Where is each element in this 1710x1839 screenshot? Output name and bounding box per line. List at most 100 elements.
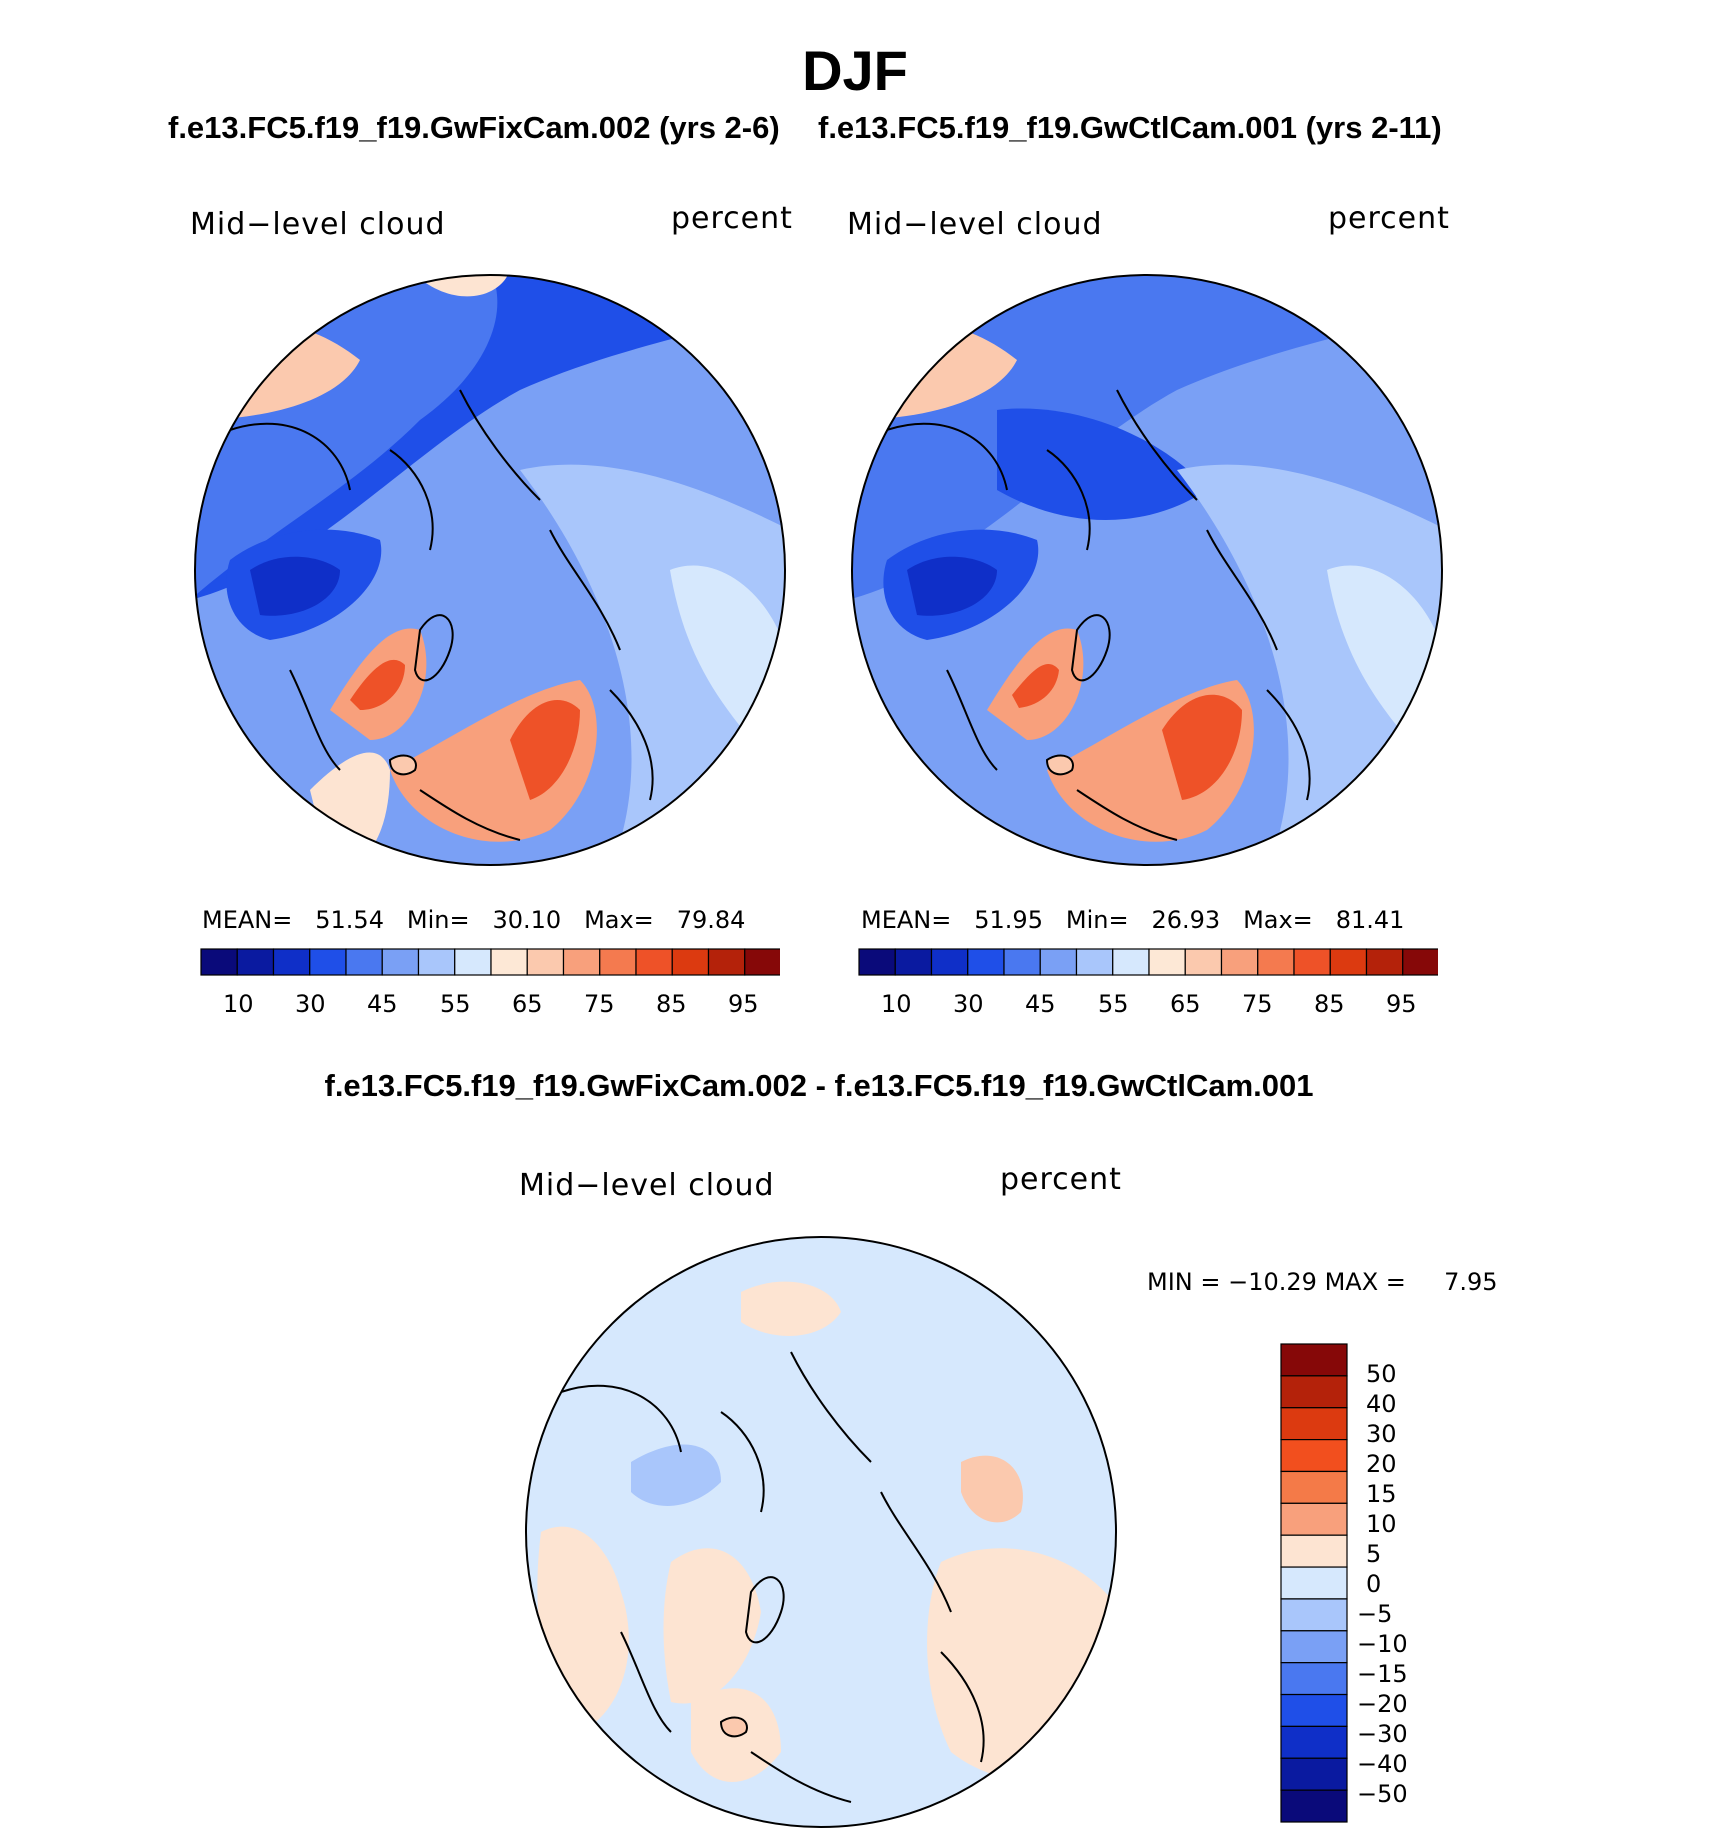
- panel-1-units-label: percent: [671, 201, 793, 236]
- colorbar-tick-label: 15: [1366, 1480, 1397, 1508]
- colorbar-tick-label: 55: [1098, 990, 1129, 1018]
- coastline-outlines: [886, 389, 1311, 841]
- colorbar-swatch: [526, 948, 565, 976]
- colorbar-tick-label: 95: [1386, 990, 1417, 1018]
- colorbar-swatch: [671, 948, 710, 976]
- colorbar-swatch: [236, 948, 275, 976]
- colorbar-tick-label: 0: [1366, 1570, 1382, 1598]
- bering-pale-orange-region: [741, 1281, 841, 1336]
- colorbar-swatch: [1280, 1438, 1348, 1473]
- colorbar-swatch: [309, 948, 347, 976]
- colorbar-swatch: [1003, 948, 1041, 976]
- difference-variable-label: Mid−level cloud: [519, 1168, 775, 1203]
- colorbar-tick-label: −40: [1357, 1750, 1408, 1778]
- coastline-outlines: [229, 389, 654, 841]
- panel-2-max-label: Max=: [1243, 906, 1313, 934]
- colorbar-tick-label: 30: [953, 990, 984, 1018]
- colorbar-tick-label: 85: [1314, 990, 1345, 1018]
- map-boundary-circle: [194, 274, 786, 866]
- difference-max-label: MAX =: [1324, 1268, 1406, 1296]
- colorbar-swatch: [1112, 948, 1150, 976]
- colorbar-swatch: [454, 948, 492, 976]
- colorbar-tick-label: 45: [367, 990, 398, 1018]
- colorbar-swatch: [1280, 1789, 1348, 1823]
- colorbar-swatch: [1280, 1693, 1348, 1727]
- colorbar-tick-label: 75: [1242, 990, 1273, 1018]
- difference-polar-map: [525, 1236, 1117, 1828]
- panel-2-polar-map: [851, 274, 1443, 866]
- greenland-coastline: [413, 614, 454, 682]
- greenland-coastline: [1070, 614, 1111, 682]
- colorbar-tick-label: 65: [1170, 990, 1201, 1018]
- iceland-outline: [719, 1716, 748, 1738]
- difference-max-value: 7.95: [1444, 1268, 1498, 1296]
- panel-1-mean-label: MEAN=: [202, 906, 293, 934]
- greenland-red-core: [1012, 664, 1059, 708]
- colorbar-tick-label: 30: [295, 990, 326, 1018]
- colorbar-swatch: [490, 948, 528, 976]
- colorbar-swatch: [1280, 1757, 1348, 1791]
- colorbar-swatch: [1329, 948, 1368, 976]
- panel-1-mean-value: 51.54: [315, 906, 384, 934]
- colorbar-swatch: [967, 948, 1005, 976]
- colorbar-swatch: [1402, 948, 1438, 976]
- panel-2-min-label: Min=: [1065, 906, 1129, 934]
- map-boundary-circle: [851, 274, 1443, 866]
- scandinavia-red-core: [510, 700, 580, 800]
- hudson-deep-blue-core: [907, 556, 997, 616]
- colorbar-tick-label: 65: [512, 990, 543, 1018]
- colorbar-swatch: [1184, 948, 1223, 976]
- colorbar-swatch: [417, 948, 456, 976]
- colorbar-swatch: [1280, 1407, 1348, 1441]
- siberia-light-orange-spot: [961, 1455, 1023, 1523]
- colorbar-tick-label: 5: [1366, 1540, 1382, 1568]
- panel-2-stats: MEAN= 51.95 Min= 26.93 Max= 81.41: [861, 906, 1404, 934]
- colorbar-swatch: [1280, 1598, 1348, 1632]
- canadian-archipelago-light-blue-region: [631, 1444, 721, 1506]
- colorbar-tick-label: 55: [440, 990, 471, 1018]
- difference-min-label: MIN =: [1147, 1268, 1221, 1296]
- colorbar-swatch: [272, 948, 311, 976]
- greenland-coastline: [744, 1576, 785, 1644]
- difference-title: f.e13.FC5.f19_f19.GwFixCam.002 - f.e13.F…: [324, 1068, 1314, 1103]
- difference-colorbar: [1280, 1343, 1348, 1823]
- colorbar-tick-label: 10: [223, 990, 254, 1018]
- colorbar-swatch: [1220, 948, 1259, 976]
- colorbar-swatch: [1280, 1343, 1348, 1377]
- colorbar-tick-label: −50: [1357, 1780, 1408, 1808]
- colorbar-swatch: [1148, 948, 1186, 976]
- panel-2-mean-label: MEAN=: [861, 906, 952, 934]
- panel-1-polar-map: [194, 274, 786, 866]
- panel-1-colorbar: [200, 948, 780, 976]
- colorbar-swatch: [930, 948, 969, 976]
- hudson-deep-blue-core: [250, 556, 340, 616]
- colorbar-swatch: [1039, 948, 1078, 976]
- panel-1-case-title: f.e13.FC5.f19_f19.GwFixCam.002 (yrs 2-6): [168, 110, 780, 145]
- difference-units-label: percent: [1000, 1162, 1122, 1197]
- greenland-pale-orange-region: [663, 1548, 761, 1704]
- iceland-outline: [388, 754, 417, 776]
- panel-1-max-label: Max=: [584, 906, 654, 934]
- colorbar-tick-label: −10: [1357, 1630, 1408, 1658]
- colorbar-tick-label: 50: [1366, 1360, 1397, 1388]
- colorbar-swatch: [707, 948, 746, 976]
- difference-stats: MIN = −10.29 MAX = 7.95: [1147, 1268, 1498, 1296]
- colorbar-tick-label: 20: [1366, 1450, 1397, 1478]
- colorbar-swatch: [599, 948, 637, 976]
- colorbar-swatch: [1280, 1534, 1348, 1568]
- colorbar-tick-label: −5: [1357, 1600, 1393, 1628]
- colorbar-swatch: [345, 948, 383, 976]
- panel-2-colorbar: [858, 948, 1438, 976]
- colorbar-swatch: [1280, 1470, 1348, 1504]
- map-boundary-circle: [525, 1236, 1117, 1828]
- colorbar-swatch: [894, 948, 933, 976]
- colorbar-swatch: [858, 948, 896, 976]
- panel-1-variable-label: Mid−level cloud: [190, 207, 446, 242]
- panel-1-stats: MEAN= 51.54 Min= 30.10 Max= 79.84: [202, 906, 745, 934]
- colorbar-tick-label: 40: [1366, 1390, 1397, 1418]
- colorbar-swatch: [1280, 1502, 1348, 1536]
- colorbar-swatch: [1280, 1630, 1348, 1664]
- panel-1-min-label: Min=: [406, 906, 470, 934]
- panel-2-units-label: percent: [1328, 201, 1450, 236]
- panel-2-min-value: 26.93: [1151, 906, 1221, 934]
